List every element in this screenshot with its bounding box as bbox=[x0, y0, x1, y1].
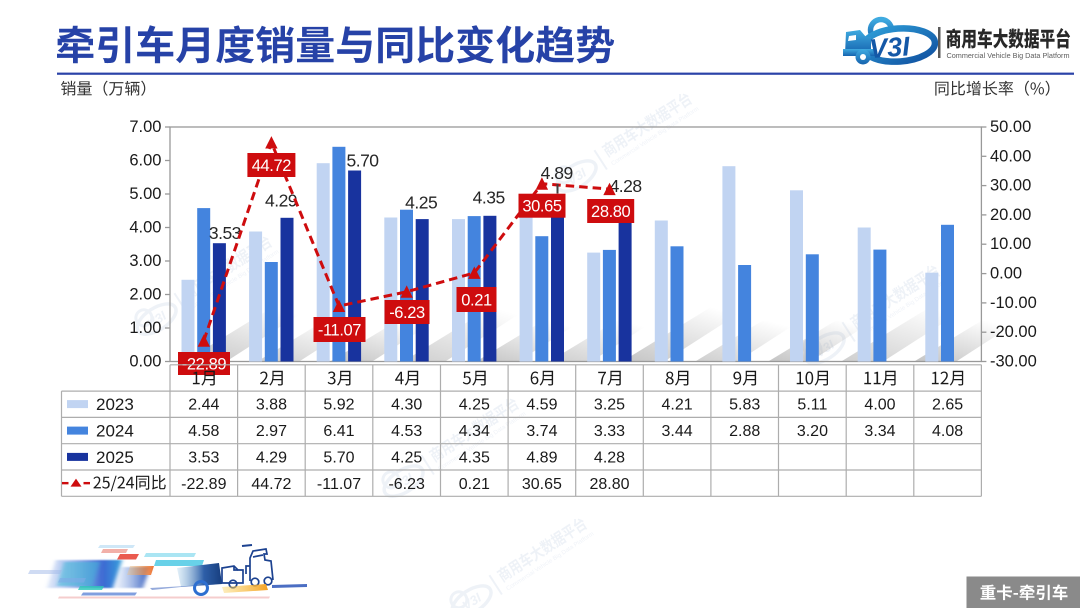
svg-text:4.08: 4.08 bbox=[932, 423, 963, 440]
svg-text:3.20: 3.20 bbox=[797, 423, 828, 440]
svg-text:2.00: 2.00 bbox=[129, 286, 161, 304]
svg-text:10.00: 10.00 bbox=[990, 235, 1031, 253]
svg-text:4.25: 4.25 bbox=[405, 192, 437, 212]
svg-text:4.00: 4.00 bbox=[864, 397, 895, 414]
svg-text:-22.89: -22.89 bbox=[181, 476, 226, 493]
svg-text:0.21: 0.21 bbox=[461, 292, 492, 310]
svg-text:3.74: 3.74 bbox=[526, 423, 557, 440]
svg-text:4.89: 4.89 bbox=[541, 163, 573, 183]
svg-text:2.97: 2.97 bbox=[256, 423, 287, 440]
svg-text:44.72: 44.72 bbox=[252, 157, 292, 175]
svg-text:2025: 2025 bbox=[96, 448, 134, 467]
svg-text:6.00: 6.00 bbox=[129, 152, 161, 170]
svg-text:3.33: 3.33 bbox=[594, 423, 625, 440]
svg-text:-10.00: -10.00 bbox=[990, 294, 1037, 312]
svg-text:-6.23: -6.23 bbox=[389, 304, 425, 322]
svg-text:6.41: 6.41 bbox=[323, 423, 354, 440]
svg-text:3.34: 3.34 bbox=[864, 423, 895, 440]
svg-text:5.83: 5.83 bbox=[729, 397, 760, 414]
svg-text:-6.23: -6.23 bbox=[388, 476, 425, 493]
svg-text:4.25: 4.25 bbox=[391, 450, 422, 467]
svg-text:4.35: 4.35 bbox=[473, 188, 505, 208]
svg-text:0.00: 0.00 bbox=[990, 265, 1022, 283]
svg-text:3.53: 3.53 bbox=[188, 450, 219, 467]
svg-text:-11.07: -11.07 bbox=[318, 322, 361, 340]
svg-text:-30.00: -30.00 bbox=[990, 353, 1037, 371]
svg-text:2.88: 2.88 bbox=[729, 423, 760, 440]
svg-text:28.80: 28.80 bbox=[589, 476, 629, 493]
svg-text:30.65: 30.65 bbox=[522, 198, 562, 216]
svg-text:5.70: 5.70 bbox=[346, 151, 379, 171]
svg-text:4.30: 4.30 bbox=[391, 397, 422, 414]
svg-text:5.00: 5.00 bbox=[129, 185, 161, 203]
svg-text:40.00: 40.00 bbox=[990, 147, 1031, 165]
svg-text:4.29: 4.29 bbox=[256, 450, 287, 467]
svg-text:4.59: 4.59 bbox=[526, 397, 557, 414]
svg-text:3.00: 3.00 bbox=[129, 252, 161, 270]
svg-text:-20.00: -20.00 bbox=[990, 323, 1037, 341]
svg-text:4.34: 4.34 bbox=[459, 423, 490, 440]
svg-text:4.58: 4.58 bbox=[188, 423, 219, 440]
svg-text:4.29: 4.29 bbox=[265, 191, 297, 211]
svg-text:4.25: 4.25 bbox=[459, 397, 490, 414]
svg-text:2.44: 2.44 bbox=[188, 397, 219, 414]
svg-text:4.28: 4.28 bbox=[594, 450, 625, 467]
svg-text:Commercial Vehicle Big Data Pl: Commercial Vehicle Big Data Platform bbox=[947, 51, 1070, 60]
svg-text:4.53: 4.53 bbox=[391, 423, 422, 440]
svg-text:4.00: 4.00 bbox=[129, 219, 161, 237]
svg-text:3.53: 3.53 bbox=[209, 223, 241, 243]
svg-text:20.00: 20.00 bbox=[990, 206, 1031, 224]
svg-text:3.44: 3.44 bbox=[662, 423, 693, 440]
svg-text:4.21: 4.21 bbox=[662, 397, 693, 414]
svg-text:3.88: 3.88 bbox=[256, 397, 287, 414]
svg-text:2024: 2024 bbox=[96, 422, 134, 441]
svg-text:44.72: 44.72 bbox=[251, 476, 291, 493]
svg-text:30.65: 30.65 bbox=[522, 476, 562, 493]
svg-text:4.28: 4.28 bbox=[610, 176, 642, 196]
svg-text:-11.07: -11.07 bbox=[317, 476, 361, 493]
svg-text:5.70: 5.70 bbox=[323, 450, 354, 467]
svg-text:30.00: 30.00 bbox=[990, 177, 1031, 195]
svg-text:4.35: 4.35 bbox=[459, 450, 490, 467]
svg-text:2023: 2023 bbox=[96, 395, 134, 414]
svg-text:0.00: 0.00 bbox=[129, 353, 161, 371]
svg-text:0.21: 0.21 bbox=[459, 476, 490, 493]
svg-text:2.65: 2.65 bbox=[932, 397, 963, 414]
svg-text:3.25: 3.25 bbox=[594, 397, 625, 414]
svg-text:28.80: 28.80 bbox=[591, 203, 631, 221]
svg-text:1.00: 1.00 bbox=[129, 319, 161, 337]
svg-text:V3I: V3I bbox=[868, 31, 911, 64]
svg-text:50.00: 50.00 bbox=[990, 118, 1031, 136]
svg-text:5.92: 5.92 bbox=[323, 397, 354, 414]
svg-text:4.89: 4.89 bbox=[526, 450, 557, 467]
svg-text:7.00: 7.00 bbox=[129, 118, 161, 136]
svg-text:5.11: 5.11 bbox=[797, 397, 827, 414]
